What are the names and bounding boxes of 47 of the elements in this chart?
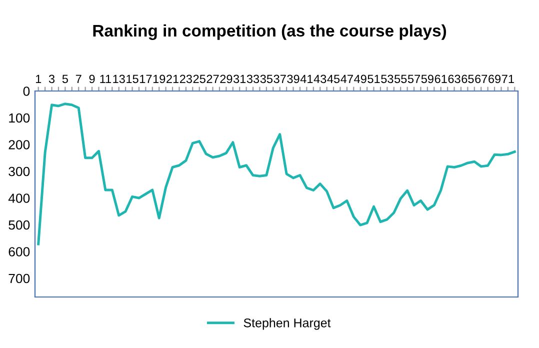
x-tick-label: 45 <box>327 74 340 84</box>
y-tick-label: 100 <box>9 113 30 123</box>
x-tick-label: 5 <box>62 74 68 84</box>
x-tick-label: 27 <box>206 74 219 83</box>
x-tick-label: 65 <box>462 74 474 84</box>
y-tick-label: 400 <box>8 194 30 203</box>
x-tick-label: 71 <box>502 74 514 83</box>
x-tick-label: 35 <box>260 74 273 84</box>
chart-title: Ranking in competition (as the course plays) <box>93 24 446 40</box>
x-tick-label: 37 <box>274 74 286 84</box>
x-tick-label: 7 <box>76 74 82 83</box>
x-tick-label: 9 <box>89 74 95 84</box>
x-tick-label: 69 <box>488 74 501 84</box>
x-tick-label: 21 <box>166 74 179 83</box>
x-tick-label: 67 <box>475 74 488 84</box>
x-tick-label: 39 <box>287 74 300 84</box>
x-tick-label: 11 <box>100 74 111 83</box>
x-tick-label: 41 <box>300 74 313 83</box>
y-tick-label: 700 <box>8 274 30 284</box>
y-tick-label: 0 <box>23 86 30 96</box>
line-series <box>37 102 516 246</box>
x-tick-label: 1 <box>36 74 42 83</box>
y-tick-label: 300 <box>8 166 30 176</box>
x-tick-label: 43 <box>314 74 326 84</box>
x-tick-label: 19 <box>153 74 166 84</box>
x-tick-label: 29 <box>220 74 232 84</box>
x-tick-label: 31 <box>233 74 246 84</box>
x-tick-label: 61 <box>434 74 447 84</box>
x-tick-label: 17 <box>140 74 152 83</box>
x-tick-label: 25 <box>193 74 206 84</box>
x-tick-label: 63 <box>448 74 460 84</box>
y-tick-label: 200 <box>8 140 30 150</box>
x-tick-label: 51 <box>368 74 380 84</box>
x-tick-label: 13 <box>113 74 125 84</box>
y-tick-label: 500 <box>8 220 30 230</box>
y-tick-label: 600 <box>8 247 30 256</box>
x-tick-label: 53 <box>381 74 394 84</box>
x-tick-label: 57 <box>408 74 420 84</box>
x-tick-label: 15 <box>126 74 138 84</box>
x-tick-label: 3 <box>48 74 55 84</box>
x-tick-label: 55 <box>394 74 407 84</box>
legend-label: Stephen Harget <box>244 318 331 330</box>
x-tick-label: 59 <box>421 74 434 84</box>
x-tick-label: 49 <box>354 74 366 84</box>
x-tick-label: 33 <box>246 74 260 84</box>
x-tick-label: 47 <box>340 74 353 83</box>
x-tick-label: 23 <box>180 74 192 84</box>
